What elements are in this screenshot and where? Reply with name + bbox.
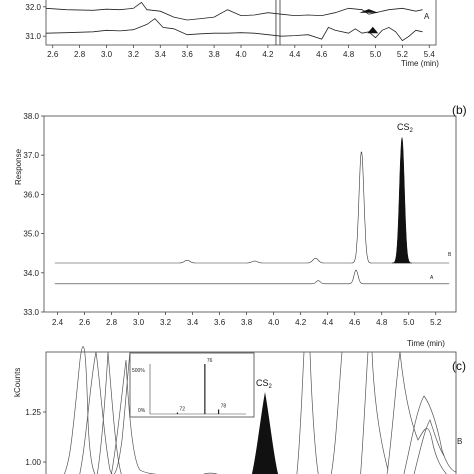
panel-b-ylabel: Response (14, 148, 23, 185)
panel-c-peak-label-main: CS (256, 378, 269, 388)
panel-c-trace (64, 346, 96, 474)
panel-a-filled-peak (359, 9, 379, 13)
inset-y-max-label: 500% (132, 368, 145, 374)
panel-b-x-tick-label: 5.2 (430, 318, 442, 327)
panel-a-x-tick-label: 2.6 (47, 50, 59, 59)
panel-a-y-tick-label: 31.0 (25, 32, 41, 41)
panel-b-x-tick-label: 3.2 (160, 318, 172, 327)
panel-c-peak-label-sub: 2 (269, 384, 273, 390)
panel-c-frame (45, 351, 457, 474)
inset-bar-label: 72 (179, 407, 185, 413)
panel-c-label: (c) (452, 359, 466, 373)
panel-b-x-tick-label: 2.6 (79, 318, 91, 327)
panel-a-x-tick-label: 3.0 (101, 50, 113, 59)
panel-a-x-tick-label: 3.4 (155, 50, 167, 59)
panel-b-y-tick-label: 37.0 (23, 151, 39, 160)
panel-a-x-tick-label: 4.0 (235, 50, 247, 59)
panel-b-series-label-a: A (430, 275, 434, 281)
panel-a-frame (45, 0, 437, 46)
panel-b-x-tick-label: 3.4 (187, 318, 199, 327)
panel-b-x-tick-label: 3.8 (241, 318, 253, 327)
panel-c-trace (403, 395, 457, 474)
panel-b-cs2-peak (392, 137, 412, 264)
panel-b-frame (43, 115, 457, 313)
panel-b-x-tick-label: 5.0 (403, 318, 415, 327)
panel-a: 2.6 2.8 3.0 3.2 3.4 3.6 3.8 4.0 4.2 4.4 4.6 4.8 5.0 5… (25, 0, 439, 68)
panel-b-y-tick-label: 38.0 (23, 112, 39, 121)
panel-c-trace (360, 351, 389, 474)
panel-b-x-tick-label: 3.0 (133, 318, 145, 327)
panel-b-peak-label-main: CS (397, 122, 410, 132)
panel-c-y-tick-label: 1.25 (25, 408, 41, 417)
panel-b-y-tick-label: 33.0 (23, 308, 39, 317)
panel-b-x-tick-label: 2.8 (106, 318, 118, 327)
panel-b-x-tick-label: 4.0 (268, 318, 280, 327)
panel-b-peak-label: CS2 (397, 122, 414, 134)
panel-c-cs2-peak (251, 392, 279, 474)
panel-c-trace (96, 351, 122, 474)
panel-a-x-tick-label: 5.0 (370, 50, 382, 59)
panel-c-trace (413, 419, 445, 474)
panel-b-peak-label-sub: 2 (410, 128, 414, 134)
inset-bar-label: 78 (221, 404, 227, 410)
panel-b-x-tick-label: 4.6 (349, 318, 361, 327)
panel-a-x-tick-label: 3.2 (128, 50, 140, 59)
panel-b-x-tick-label: 4.4 (322, 318, 334, 327)
panel-a-x-tick-label: 4.4 (289, 50, 301, 59)
panel-b-x-tick-label: 4.8 (376, 318, 388, 327)
inset-bar-label: 76 (207, 358, 213, 364)
panel-c-trace (331, 351, 343, 474)
panel-a-x-tick-label: 4.2 (262, 50, 274, 59)
inset-y-zero-label: 0% (138, 408, 146, 414)
mass-spectrum-inset: 500% 0% 72 76 78 (129, 352, 255, 418)
panel-b-x-tick-label: 3.6 (214, 318, 226, 327)
panel-c-ylabel: kCounts (13, 368, 22, 397)
panel-b-x-tick-label: 4.2 (295, 318, 307, 327)
panel-c-trace (296, 351, 319, 474)
panel-c-y-tick-label: 1.00 (25, 458, 41, 467)
panel-b-label: (b) (452, 103, 467, 117)
panel-a-x-tick-label: 4.6 (316, 50, 328, 59)
panel-a-xlabel: Time (min) (401, 59, 439, 68)
panel-b-series-A (54, 269, 450, 285)
panel-c-trace (79, 351, 131, 474)
panel-c: 1.00 1.25 (c) kCounts CS2 B 500% 0% 72 76 7… (13, 346, 466, 474)
panel-b-series-B (54, 151, 450, 264)
panel-b-y-tick-label: 36.0 (23, 190, 39, 199)
panel-c-trace (386, 351, 447, 474)
panel-b: 2.4 2.6 2.8 3.0 3.2 3.4 3.6 3.8 4.0 4.2 4.4 4.6 4.8 5… (14, 103, 467, 348)
panel-b-x-tick-label: 2.4 (52, 318, 64, 327)
panel-c-series-label: B (457, 437, 462, 446)
panel-a-x-tick-label: 3.6 (182, 50, 194, 59)
panel-a-series-A (45, 18, 423, 42)
panel-b-y-tick-label: 34.0 (23, 269, 39, 278)
panel-a-x-tick-label: 3.8 (209, 50, 221, 59)
panel-a-series-B (45, 1, 423, 21)
panel-a-x-tick-label: 5.2 (397, 50, 409, 59)
panel-a-x-tick-label: 4.8 (343, 50, 355, 59)
panel-a-x-tick-label: 5.4 (424, 50, 436, 59)
panel-c-peak-label: CS2 (256, 378, 273, 390)
panel-a-x-tick-label: 2.8 (74, 50, 86, 59)
panel-b-y-tick-label: 35.0 (23, 230, 39, 239)
panel-b-series-label-b: B (448, 252, 452, 258)
panel-a-series-label: A (424, 12, 430, 21)
panel-a-filled-peak (367, 26, 379, 34)
panel-a-y-tick-label: 32.0 (25, 3, 41, 12)
panel-b-xlabel: Time (min) (407, 339, 445, 348)
inset-frame (129, 352, 255, 418)
